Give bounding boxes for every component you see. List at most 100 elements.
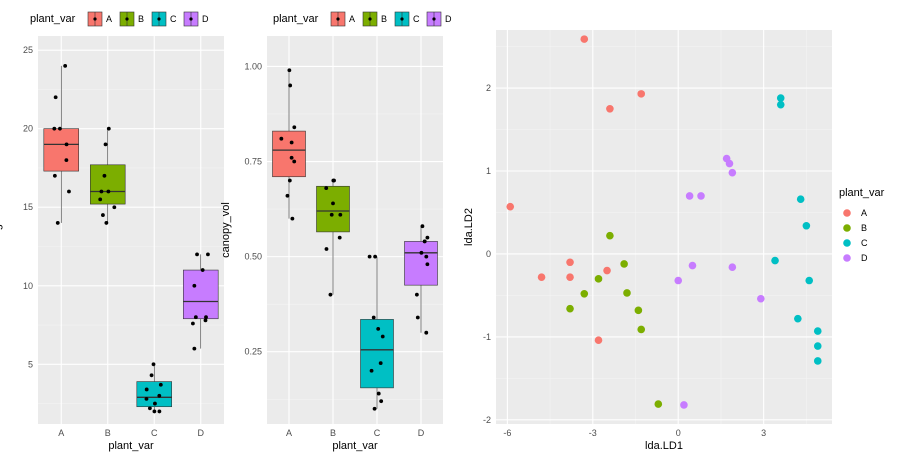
point-D — [688, 261, 697, 270]
data-point — [367, 254, 372, 259]
y-tick-label: 0 — [486, 249, 491, 259]
point-C — [771, 256, 779, 265]
data-point — [58, 126, 62, 131]
legend-key-dot — [368, 17, 372, 21]
point-A — [594, 336, 603, 345]
data-point — [289, 155, 294, 160]
box-B — [316, 185, 350, 233]
data-point — [200, 268, 205, 272]
data-point — [324, 247, 329, 251]
data-point — [204, 315, 208, 320]
data-point — [338, 212, 343, 217]
data-point — [192, 346, 197, 351]
x-axis-title: lda.LD1 — [645, 440, 683, 452]
data-point — [328, 292, 333, 297]
y-tick-label: -1 — [483, 332, 491, 342]
point-B — [654, 400, 663, 408]
x-tick-label: D — [418, 428, 425, 438]
data-point — [376, 327, 381, 331]
y-tick-label: 1.00 — [244, 61, 262, 71]
x-tick-label: C — [151, 428, 158, 438]
legend-label-B: B — [381, 14, 387, 24]
point-A — [637, 90, 646, 98]
data-point — [63, 63, 68, 68]
data-point — [372, 406, 377, 411]
point-C — [776, 94, 785, 102]
data-point — [379, 399, 384, 404]
point-B — [566, 304, 574, 313]
data-point — [369, 368, 374, 373]
data-point — [324, 186, 329, 191]
y-tick-label: 10 — [23, 281, 33, 291]
data-point — [285, 193, 290, 198]
data-point — [64, 158, 69, 162]
x-tick-label: A — [286, 428, 292, 438]
legend-key-dot — [93, 17, 97, 21]
lda-scatterplot: -6 -3 0 3 -2 -1 0 1 2 lda.LD1 lda.LD2 — [463, 30, 832, 452]
data-point — [99, 189, 104, 194]
point-B — [594, 275, 603, 283]
plot-panel — [38, 36, 224, 424]
point-A — [506, 202, 515, 211]
data-point — [425, 262, 430, 267]
data-point — [144, 387, 149, 392]
data-point — [67, 189, 71, 194]
data-point — [425, 235, 430, 240]
x-tick-label: -6 — [503, 428, 511, 438]
legend-label-A: A — [861, 208, 867, 218]
data-point — [106, 189, 111, 194]
legend-key-dot — [189, 17, 193, 21]
legend-title: plant_var — [30, 13, 76, 25]
point-C — [794, 314, 802, 323]
data-point — [112, 205, 117, 210]
legend-key-dot — [157, 17, 161, 21]
point-A — [566, 258, 574, 267]
point-B — [637, 325, 646, 334]
legend-top-canopy: plant_var A B C D — [273, 11, 452, 27]
point-A — [537, 273, 546, 281]
legend-title: plant_var — [839, 187, 885, 199]
x-tick-label: D — [198, 428, 205, 438]
data-point — [53, 95, 58, 100]
data-point — [376, 391, 381, 396]
point-C — [796, 195, 805, 204]
legend-key-dot — [432, 17, 436, 21]
x-tick-label: B — [330, 428, 336, 438]
legend-key-D — [843, 254, 851, 262]
legend-key-A — [843, 209, 851, 217]
y-axis-title: canopy_vol — [220, 202, 232, 258]
data-point — [52, 126, 57, 131]
point-B — [606, 231, 614, 240]
data-point — [193, 315, 198, 320]
y-tick-label: 25 — [23, 45, 33, 55]
y-tick-label: 0.75 — [244, 157, 262, 167]
y-axis-title: height — [0, 215, 3, 245]
y-axis-title: lda.LD2 — [463, 208, 475, 246]
data-point — [289, 140, 294, 145]
data-point — [422, 239, 427, 244]
data-point — [332, 178, 336, 183]
box-D — [183, 269, 219, 320]
point-D — [728, 263, 737, 272]
data-point — [157, 393, 162, 398]
y-tick-label: 1 — [486, 166, 491, 176]
point-D — [685, 192, 694, 200]
point-B — [623, 289, 631, 297]
data-point — [106, 126, 111, 131]
box-A — [272, 130, 306, 178]
x-tick-label: 0 — [676, 428, 681, 438]
data-point — [152, 409, 157, 414]
legend-top-height: plant_var A B C D — [30, 11, 209, 27]
data-point — [290, 216, 295, 221]
data-point — [158, 382, 163, 387]
data-point — [190, 321, 195, 326]
point-B — [620, 260, 628, 268]
data-point — [103, 142, 108, 147]
point-C — [813, 342, 822, 350]
data-point — [147, 406, 152, 411]
data-point — [287, 178, 292, 183]
